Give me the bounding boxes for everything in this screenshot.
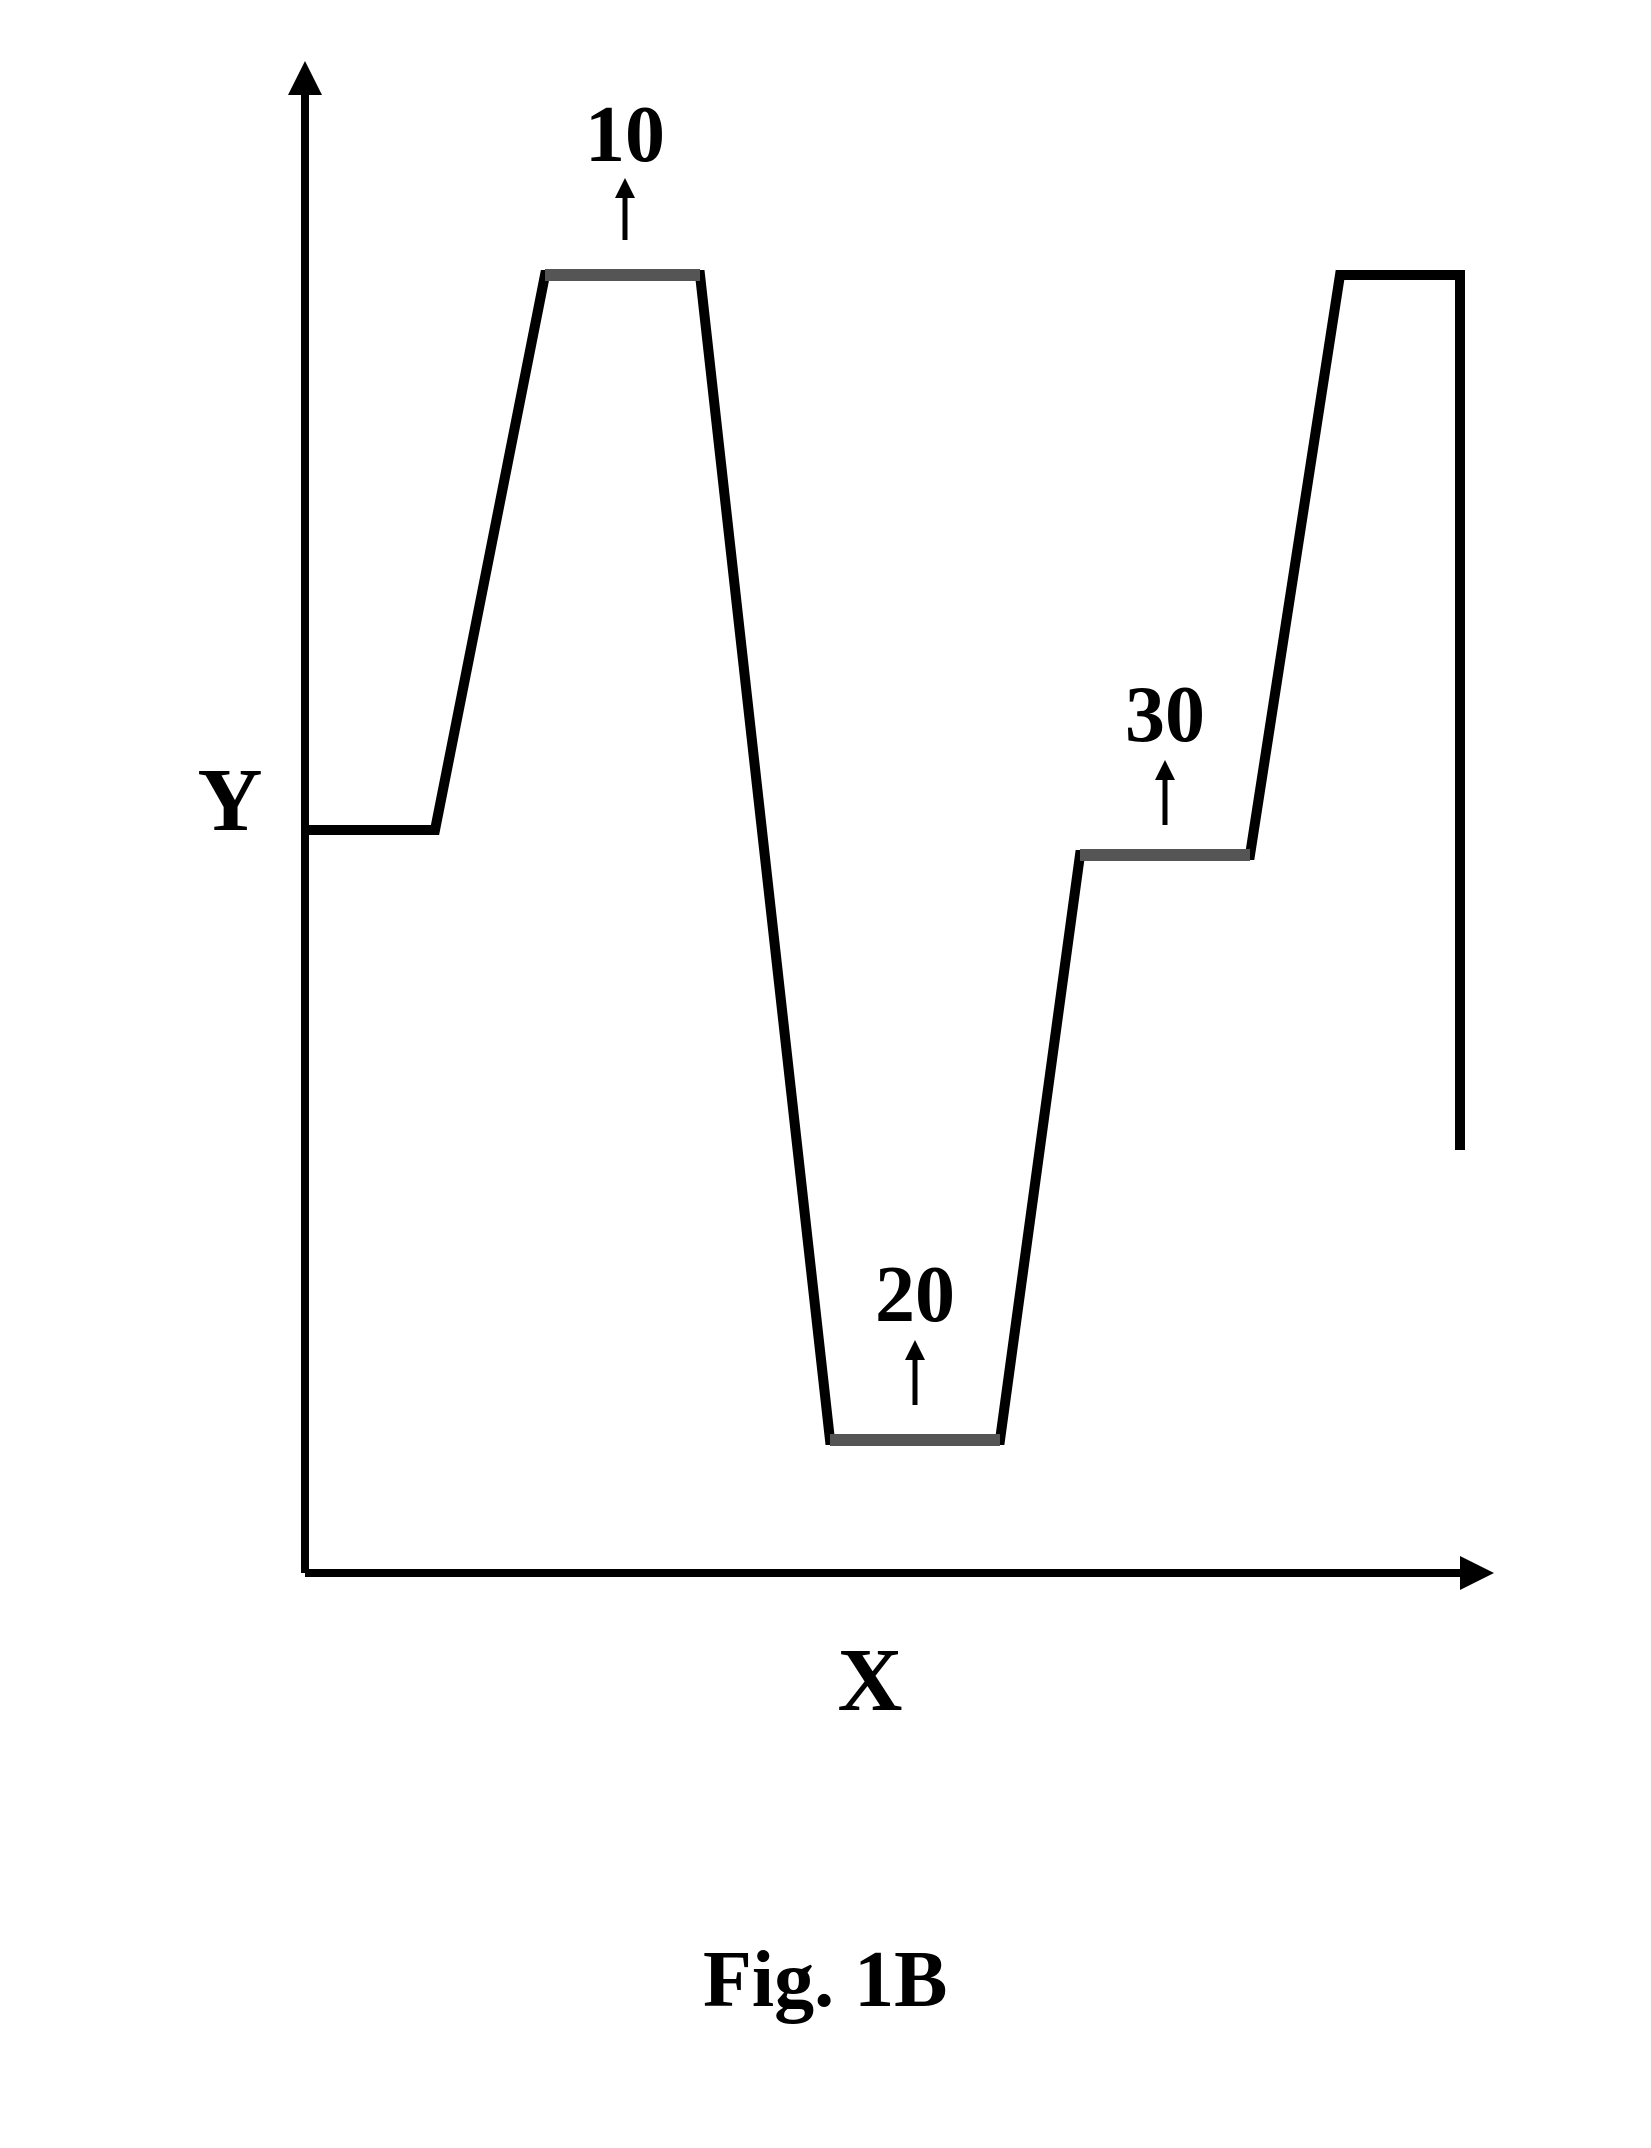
x-axis-arrow bbox=[1460, 1556, 1494, 1590]
callout-20-label: 20 bbox=[875, 1250, 955, 1341]
callout-30-arrowhead bbox=[1155, 760, 1175, 780]
figure-caption: Fig. 1B bbox=[703, 1935, 947, 2026]
x-axis-label: X bbox=[838, 1629, 903, 1732]
figure-svg bbox=[0, 0, 1651, 2148]
callout-10-label: 10 bbox=[585, 90, 665, 181]
y-axis-arrow bbox=[288, 61, 322, 95]
callout-10-arrowhead bbox=[615, 178, 635, 198]
callout-30-label: 30 bbox=[1125, 670, 1205, 761]
figure-stage: 10 20 30 X Y Fig. 1B bbox=[0, 0, 1651, 2148]
y-axis-label: Y bbox=[198, 749, 263, 852]
callout-20-arrowhead bbox=[905, 1340, 925, 1360]
